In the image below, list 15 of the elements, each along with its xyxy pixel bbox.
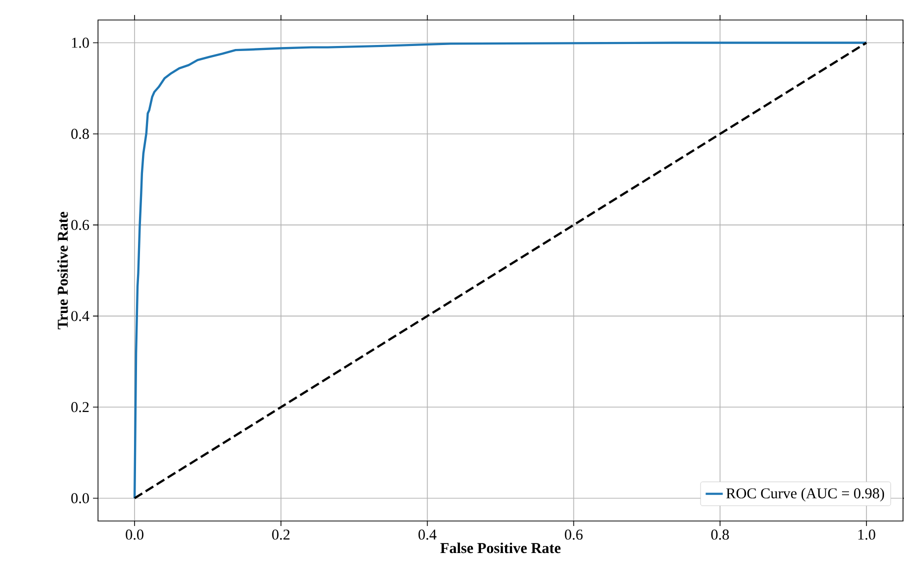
legend-label: ROC Curve (AUC = 0.98): [726, 488, 884, 502]
x-tick-label: 0.2: [272, 530, 290, 540]
y-tick-label: 0.2: [71, 402, 89, 412]
y-tick-label: 0.4: [71, 310, 90, 322]
x-tick-label: 0.8: [711, 530, 729, 540]
y-tick-label: 1.0: [72, 38, 89, 48]
y-axis-title: True Positive Rate: [57, 212, 68, 330]
y-tick-label: 0.6: [71, 220, 90, 230]
x-tick-label: 0.6: [564, 530, 583, 540]
x-axis-title: False Positive Rate: [440, 542, 561, 554]
x-tick-label: 0.0: [126, 530, 144, 540]
y-tick-label: 0.0: [71, 493, 89, 504]
y-tick-label: 0.8: [71, 128, 89, 139]
x-tick-label: 1.0: [858, 530, 876, 540]
x-tick-label: 0.4: [418, 530, 436, 540]
